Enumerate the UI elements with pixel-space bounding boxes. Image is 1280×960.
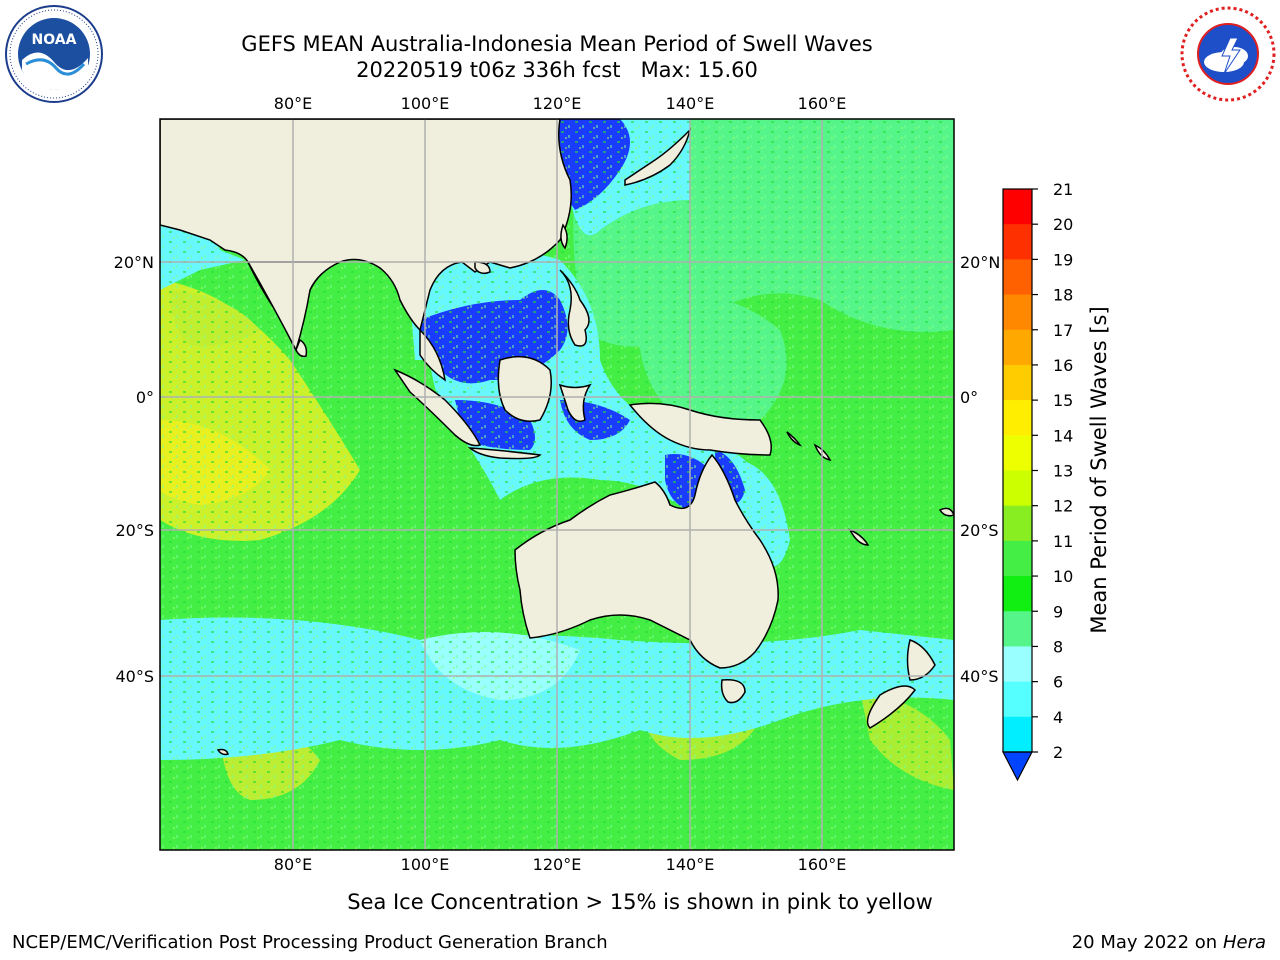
lon-tick-label-top: 120°E [533,94,582,113]
lon-tick-label-top: 80°E [274,94,312,113]
colorbar-segment [1003,224,1032,260]
colorbar-tick-label: 17 [1053,321,1073,340]
lon-tick-label-bottom: 100°E [401,855,450,874]
lat-tick-label-left: 20°N [114,253,154,272]
lon-tick-label-bottom: 160°E [798,855,847,874]
colorbar-tick-label: 2 [1053,743,1063,762]
chart-title: GEFS MEAN Australia-Indonesia Mean Perio… [241,32,873,56]
lat-tick-label-left: 0° [136,388,154,407]
colorbar-segment [1003,400,1032,436]
colorbar-segment [1003,470,1032,507]
borneo-land [497,355,552,422]
credit-producer: NCEP/EMC/Verification Post Processing Pr… [12,932,608,953]
colorbar-segment [1003,189,1032,225]
lat-tick-label-right: 0° [960,388,978,407]
colorbar-tick-label: 20 [1053,215,1073,234]
colorbar-segment [1003,540,1032,577]
colorbar-tick-label: 8 [1053,637,1063,656]
colorbar-segment [1003,294,1032,331]
colorbar-tick-label: 15 [1053,391,1073,410]
colorbar-segment [1003,364,1032,401]
sumatra-land [392,368,482,447]
colorbar-segment [1003,611,1032,647]
lon-tick-label-bottom: 140°E [666,855,715,874]
lat-tick-label-left: 20°S [115,521,154,540]
colorbar-tick-label: 19 [1053,250,1073,269]
colorbar-segment [1003,259,1032,296]
lon-tick-label-top: 140°E [666,94,715,113]
philippines-land [559,269,590,347]
nws-logo-icon [1180,6,1276,102]
colorbar-tick-label: 14 [1053,426,1073,445]
colorbar-segment [1003,435,1032,471]
lat-tick-label-right: 20°S [960,521,999,540]
colorbar-tick-label: 21 [1053,180,1073,199]
credit-date: 20 May 2022 on [1071,932,1218,953]
map-gridlines [160,119,954,850]
colorbar-segment [1003,576,1032,612]
lon-tick-label-top: 160°E [798,94,847,113]
colorbar-tick-label: 10 [1053,567,1073,586]
colorbar-label: Mean Period of Swell Waves [s] [1087,306,1111,633]
noaa-logo-icon: NOAA [5,5,103,103]
colorbar: 21 20 19 18 17 16 15 14 13 12 11 10 9 8 6 4 2 [1002,180,1073,782]
colorbar-tick-label: 6 [1053,673,1063,692]
colorbar-segment [1003,681,1032,718]
colorbar-tick-label: 9 [1053,602,1063,621]
map-axis-ticks: 80°E 80°E 100°E 100°E 120°E 120°E 140°E 140°E 16… [114,94,1001,874]
colorbar-tick-label: 16 [1053,356,1073,375]
colorbar-tick-label: 13 [1053,462,1073,481]
colorbar-tick-label: 11 [1053,532,1073,551]
colorbar-tick-label: 4 [1053,708,1063,727]
lat-tick-label-left: 40°S [115,667,154,686]
lon-tick-label-bottom: 80°E [274,855,312,874]
colorbar-extend-arrow [1002,751,1033,782]
colorbar-segment [1003,646,1032,683]
colorbar-segment [1003,716,1032,753]
lon-tick-label-top: 100°E [401,94,450,113]
lat-tick-label-right: 20°N [960,253,1000,272]
chart-subtitle: 20220519 t06z 336h fcst Max: 15.60 [356,58,758,82]
lon-tick-label-bottom: 120°E [533,855,582,874]
map-frame [159,118,955,851]
colorbar-tick-label: 18 [1053,286,1073,305]
colorbar-segment [1003,505,1032,542]
svg-text:NOAA: NOAA [32,32,77,48]
credit-date-host: 20 May 2022 on Hera [1072,932,1266,953]
colorbar-segment [1003,329,1032,366]
credit-host: Hera [1222,932,1266,953]
sea-ice-caption: Sea Ice Concentration > 15% is shown in … [347,890,933,914]
colorbar-tick-label: 12 [1053,497,1073,516]
lat-tick-label-right: 40°S [960,667,999,686]
australia-land [514,453,779,669]
